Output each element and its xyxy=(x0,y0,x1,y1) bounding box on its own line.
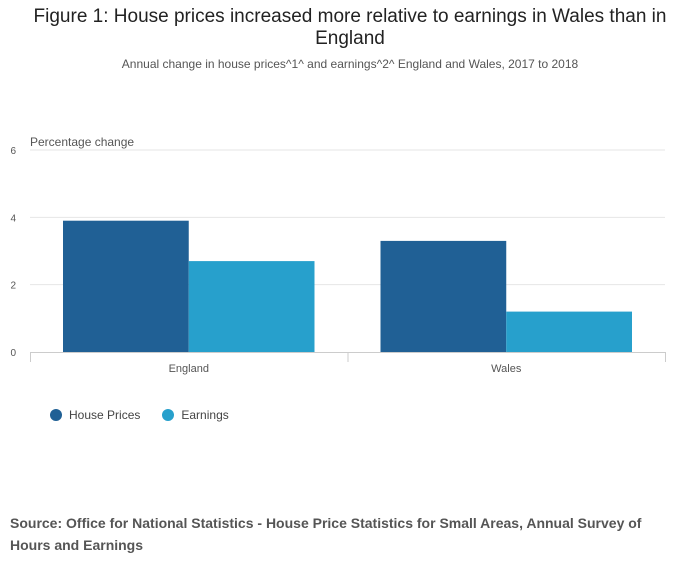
x-tick-label-england: England xyxy=(169,363,209,375)
legend-item-earnings[interactable]: Earnings xyxy=(162,408,229,422)
bar-earnings-england xyxy=(188,261,315,352)
y-tick-label-4: 4 xyxy=(10,213,16,224)
y-tick-label-6: 6 xyxy=(10,146,16,157)
bar-house-prices-england xyxy=(63,220,189,352)
bar-chart: 0 2 4 6 Percentage change England Wales xyxy=(10,135,666,375)
legend-marker-earnings xyxy=(162,409,175,421)
chart-title: Figure 1: House prices increased more re… xyxy=(33,6,667,49)
legend-label-earnings: Earnings xyxy=(181,408,229,422)
chart-legend: House Prices Earnings xyxy=(50,408,251,422)
bar-earnings-wales xyxy=(506,311,632,352)
legend-item-house-prices[interactable]: House Prices xyxy=(50,408,140,422)
y-tick-label-2: 2 xyxy=(10,281,16,292)
source-note: Source: Office for National Statistics -… xyxy=(10,515,642,553)
bar-house-prices-wales xyxy=(380,240,507,352)
legend-marker-house-prices xyxy=(50,409,62,421)
y-axis-label: Percentage change xyxy=(30,135,134,149)
chart-subtitle: Annual change in house prices^1^ and ear… xyxy=(121,57,579,71)
x-tick-label-wales: Wales xyxy=(491,363,522,375)
legend-label-house-prices: House Prices xyxy=(69,408,141,422)
y-tick-label-0: 0 xyxy=(10,348,16,359)
